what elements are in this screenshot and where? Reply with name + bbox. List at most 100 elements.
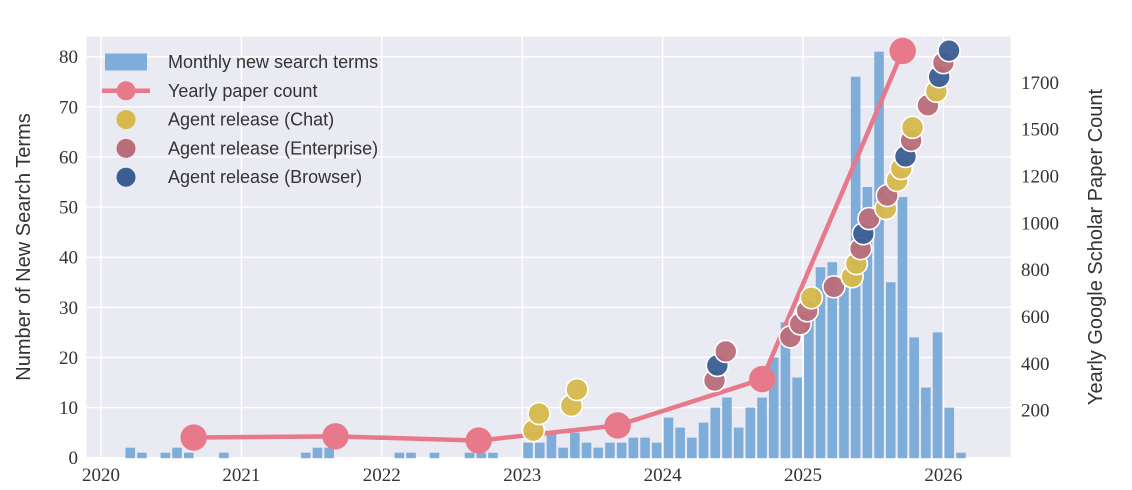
right-tick-label: 400 <box>1021 354 1050 375</box>
legend: Monthly new search terms Yearly paper cou… <box>102 52 378 187</box>
bar <box>909 337 919 459</box>
bar <box>605 442 615 459</box>
right-tick-label: 1700 <box>1021 73 1059 94</box>
bar <box>183 452 194 459</box>
bar <box>429 452 440 459</box>
event-dot-chat <box>799 286 824 310</box>
bar <box>663 417 674 459</box>
paper-count-marker <box>322 423 349 450</box>
bar <box>687 437 697 459</box>
event-dot-enterprise <box>713 339 738 364</box>
bar <box>897 197 908 459</box>
bar <box>698 422 709 459</box>
bar <box>733 427 744 459</box>
right-axis-tick-labels: 200 400 600 800 1000 1200 1500 1700 <box>1021 73 1059 422</box>
bar <box>827 262 838 459</box>
left-tick-label: 60 <box>59 147 78 168</box>
x-tick-label: 2023 <box>503 465 541 486</box>
bar <box>768 357 779 459</box>
bar <box>476 452 487 459</box>
event-dot-browser <box>937 38 961 63</box>
legend-dot-swatch <box>116 110 136 130</box>
bar <box>160 452 171 459</box>
x-tick-label: 2026 <box>924 465 962 486</box>
bar <box>780 322 791 459</box>
bar <box>125 447 136 459</box>
legend-label: Agent release (Browser) <box>168 167 362 187</box>
bar <box>862 187 873 459</box>
bar <box>172 447 182 459</box>
bar <box>956 452 966 459</box>
right-tick-label: 1000 <box>1021 213 1059 234</box>
right-axis-title: Yearly Google Scholar Paper Count <box>1085 88 1107 405</box>
bar <box>804 312 814 459</box>
right-tick-label: 1200 <box>1021 167 1059 188</box>
bar <box>137 452 147 459</box>
paper-count-line <box>191 48 905 443</box>
bar <box>464 452 475 459</box>
bar <box>488 452 498 459</box>
left-tick-label: 50 <box>59 198 78 219</box>
bar <box>546 432 557 459</box>
left-tick-label: 30 <box>59 298 78 319</box>
bar <box>757 397 767 459</box>
right-tick-label: 1500 <box>1021 120 1059 141</box>
bar <box>616 442 627 459</box>
bar <box>534 442 545 459</box>
bar <box>932 332 943 459</box>
legend-item: Monthly new search terms <box>105 52 378 72</box>
legend-label: Yearly paper count <box>168 81 317 101</box>
x-tick-label: 2020 <box>82 465 120 486</box>
right-tick-label: 600 <box>1021 307 1050 328</box>
bar <box>300 452 311 459</box>
bar <box>815 267 826 459</box>
legend-label: Monthly new search terms <box>168 52 378 72</box>
bar <box>593 447 604 459</box>
left-tick-label: 70 <box>59 97 78 118</box>
legend-item: Yearly paper count <box>102 81 317 101</box>
paper-count-line-series <box>180 37 916 454</box>
x-tick-label: 2024 <box>644 465 683 486</box>
bar <box>628 437 639 459</box>
x-tick-label: 2021 <box>222 465 260 486</box>
paper-count-marker <box>465 427 492 454</box>
bar <box>312 447 323 459</box>
bar <box>324 447 334 459</box>
bar <box>745 407 756 459</box>
bar <box>651 442 662 459</box>
legend-item: Agent release (Chat) <box>116 110 334 130</box>
bar <box>722 397 732 459</box>
left-tick-label: 20 <box>59 348 78 369</box>
legend-dot-swatch <box>116 138 136 158</box>
legend-bar-swatch <box>105 53 147 71</box>
bar <box>839 287 849 459</box>
left-tick-label: 80 <box>59 47 78 68</box>
legend-item: Agent release (Enterprise) <box>116 138 378 158</box>
bar <box>921 387 931 459</box>
legend-line-marker <box>116 81 136 101</box>
x-tick-label: 2022 <box>363 465 401 486</box>
x-tick-label: 2025 <box>784 465 822 486</box>
bar <box>710 407 721 459</box>
legend-label: Agent release (Chat) <box>168 110 334 130</box>
left-tick-label: 40 <box>59 248 78 269</box>
left-tick-label: 10 <box>59 398 78 419</box>
bar <box>640 437 650 459</box>
x-axis-tick-labels: 2020 2021 2022 2023 2024 2025 2026 <box>82 465 962 486</box>
legend-label: Agent release (Enterprise) <box>168 138 378 158</box>
bar <box>406 452 416 459</box>
event-dot-chat <box>565 377 589 402</box>
bar <box>558 447 568 459</box>
bar <box>570 432 580 459</box>
right-tick-label: 200 <box>1021 401 1050 422</box>
event-dot-chat <box>527 401 551 426</box>
bar <box>523 442 533 459</box>
event-dot-chat <box>900 115 925 140</box>
paper-count-marker <box>180 424 207 451</box>
legend-dot-swatch <box>116 167 136 187</box>
bar <box>675 427 685 459</box>
bar <box>792 377 802 459</box>
left-axis-tick-labels: 0 10 20 30 40 50 60 70 80 <box>59 47 78 469</box>
